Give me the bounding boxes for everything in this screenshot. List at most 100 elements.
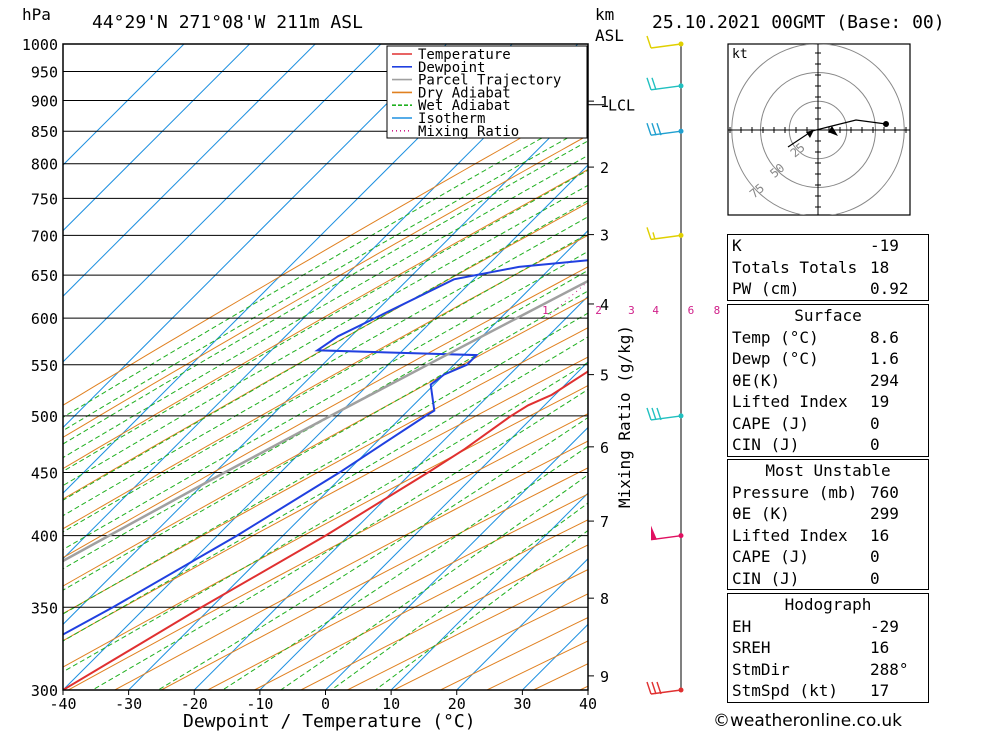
- isotherm-line: [63, 164, 588, 690]
- isotherm-line: [63, 44, 250, 232]
- wind-barb-flag: [652, 232, 656, 240]
- pressure-tick-label: 500: [31, 408, 58, 426]
- wind-barb-flag: [646, 407, 652, 421]
- mixing-ratio-label: 2: [595, 304, 602, 317]
- wind-barb-flag: [651, 77, 657, 91]
- x-axis-label: Dewpoint / Temperature (°C): [183, 711, 476, 732]
- x-tick-label: 20: [448, 695, 466, 713]
- wind-barb-flag: [656, 122, 662, 136]
- pressure-tick-label: 550: [31, 357, 58, 375]
- isotherm-line: [63, 44, 579, 560]
- lcl-label: LCL: [608, 97, 635, 115]
- isotherm-line: [63, 44, 447, 429]
- surface-row: Temp (°C) 8.6: [732, 327, 899, 347]
- series-parcel-trajectory: [63, 279, 588, 563]
- wind-barb-flag: [646, 681, 652, 695]
- wet-adiabat-line: [63, 140, 588, 445]
- mixing-ratio-label: 4: [652, 304, 659, 317]
- dry-adiabat-line: [161, 467, 588, 690]
- isotherm-line: [128, 229, 588, 690]
- dry-adiabat-line: [63, 356, 588, 642]
- wet-adiabat-line: [157, 416, 588, 690]
- hodo-row: EH -29: [732, 616, 899, 636]
- wind-barb-staff: [650, 43, 682, 49]
- height-unit-km: km: [595, 5, 614, 24]
- wet-adiabat-line: [63, 336, 588, 642]
- altitude-tick-label: 7: [600, 513, 609, 531]
- dry-adiabat-line: [68, 413, 588, 690]
- wind-barb-flag: [646, 227, 652, 240]
- dry-adiabat-line: [63, 385, 588, 668]
- legend-entry: Mixing Ratio: [418, 124, 519, 140]
- wet-adiabat-line: [63, 312, 588, 615]
- hodograph-stats-title: Hodograph: [784, 595, 872, 614]
- isotherm-line: [259, 361, 588, 690]
- x-tick-label: -20: [181, 695, 208, 713]
- hodograph-endpoint: [883, 121, 889, 127]
- wet-adiabat-line: [63, 169, 588, 472]
- x-tick-label: 40: [579, 695, 597, 713]
- x-tick-label: 0: [321, 695, 330, 713]
- index-row-k: K -19: [732, 236, 899, 255]
- legend-entry: Dewpoint: [418, 60, 485, 76]
- plot-frame: [62, 43, 589, 691]
- altitude-tick-label: 1: [600, 93, 609, 111]
- axes: 3003504004505005506006507007508008509009…: [22, 36, 635, 713]
- legend-entry: Dry Adiabat: [418, 85, 511, 101]
- series-temperature: [63, 370, 588, 690]
- wind-barb-flag: [651, 407, 657, 421]
- pressure-tick-label: 700: [31, 227, 58, 245]
- indices-panel: K -19 Totals Totals 18 PW (cm) 0.92: [727, 234, 929, 301]
- wet-adiabat-line: [63, 361, 588, 673]
- altitude-tick-label: 9: [600, 668, 609, 686]
- credit: ©weatheronline.co.uk: [713, 711, 903, 731]
- altitude-tick-label: 6: [600, 439, 609, 457]
- index-row-totals: Totals Totals 18: [732, 257, 890, 277]
- mixing-ratio-label: 1: [542, 304, 549, 317]
- most-unstable-panel: Most Unstable Pressure (mb) 760 θE (K) 299…: [727, 459, 929, 590]
- hodo-row: SREH 16: [732, 638, 890, 657]
- wet-adiabat-line: [63, 250, 588, 551]
- surface-row: CIN (J) 0: [732, 435, 880, 454]
- dry-adiabat-line: [114, 440, 588, 690]
- mu-row: θE (K) 299: [732, 504, 899, 523]
- legend-entry: Temperature: [418, 47, 511, 63]
- pressure-unit: hPa: [22, 5, 51, 24]
- altitude-tick-label: 4: [600, 296, 609, 314]
- wind-barb-flag: [651, 681, 657, 695]
- isotherm-line: [456, 558, 588, 690]
- profile-series: [63, 259, 588, 690]
- series-dewpoint: [63, 259, 588, 636]
- wet-adiabat-line: [280, 474, 588, 690]
- wet-adiabat-line: [63, 269, 588, 570]
- pressure-tick-label: 350: [31, 599, 58, 617]
- legend-entry: Parcel Trajectory: [418, 73, 561, 89]
- hodo-row: StmDir 288°: [732, 659, 909, 679]
- mixing-ratio-label: 8: [714, 304, 721, 317]
- surface-row: Lifted Index 19: [732, 392, 890, 411]
- x-tick-label: -30: [115, 695, 142, 713]
- hodograph-unit: kt: [732, 47, 748, 62]
- pressure-tick-label: 750: [31, 190, 58, 208]
- isotherm-line: [63, 44, 382, 363]
- mu-row: CAPE (J) 0: [732, 547, 880, 566]
- mu-row: Lifted Index 16: [732, 525, 890, 545]
- most-unstable-title: Most Unstable: [765, 461, 891, 480]
- dry-adiabat-line: [207, 493, 588, 690]
- dry-adiabat-line: [63, 327, 588, 615]
- legend-entry: Isotherm: [418, 111, 485, 127]
- pressure-tick-label: 800: [31, 156, 58, 174]
- isotherm-line: [390, 492, 588, 690]
- index-row-pw: PW (cm) 0.92: [732, 279, 909, 298]
- altitude-tick-label: 2: [600, 159, 609, 177]
- isotherm-line: [193, 295, 588, 690]
- mixing-ratio-label: 6: [688, 304, 695, 317]
- x-tick-label: 10: [382, 695, 400, 713]
- wind-barb-flag: [656, 681, 662, 695]
- pressure-tick-label: 400: [31, 528, 58, 546]
- hodo-row: StmSpd (kt) 17: [732, 681, 890, 700]
- isotherm-line: [63, 44, 185, 166]
